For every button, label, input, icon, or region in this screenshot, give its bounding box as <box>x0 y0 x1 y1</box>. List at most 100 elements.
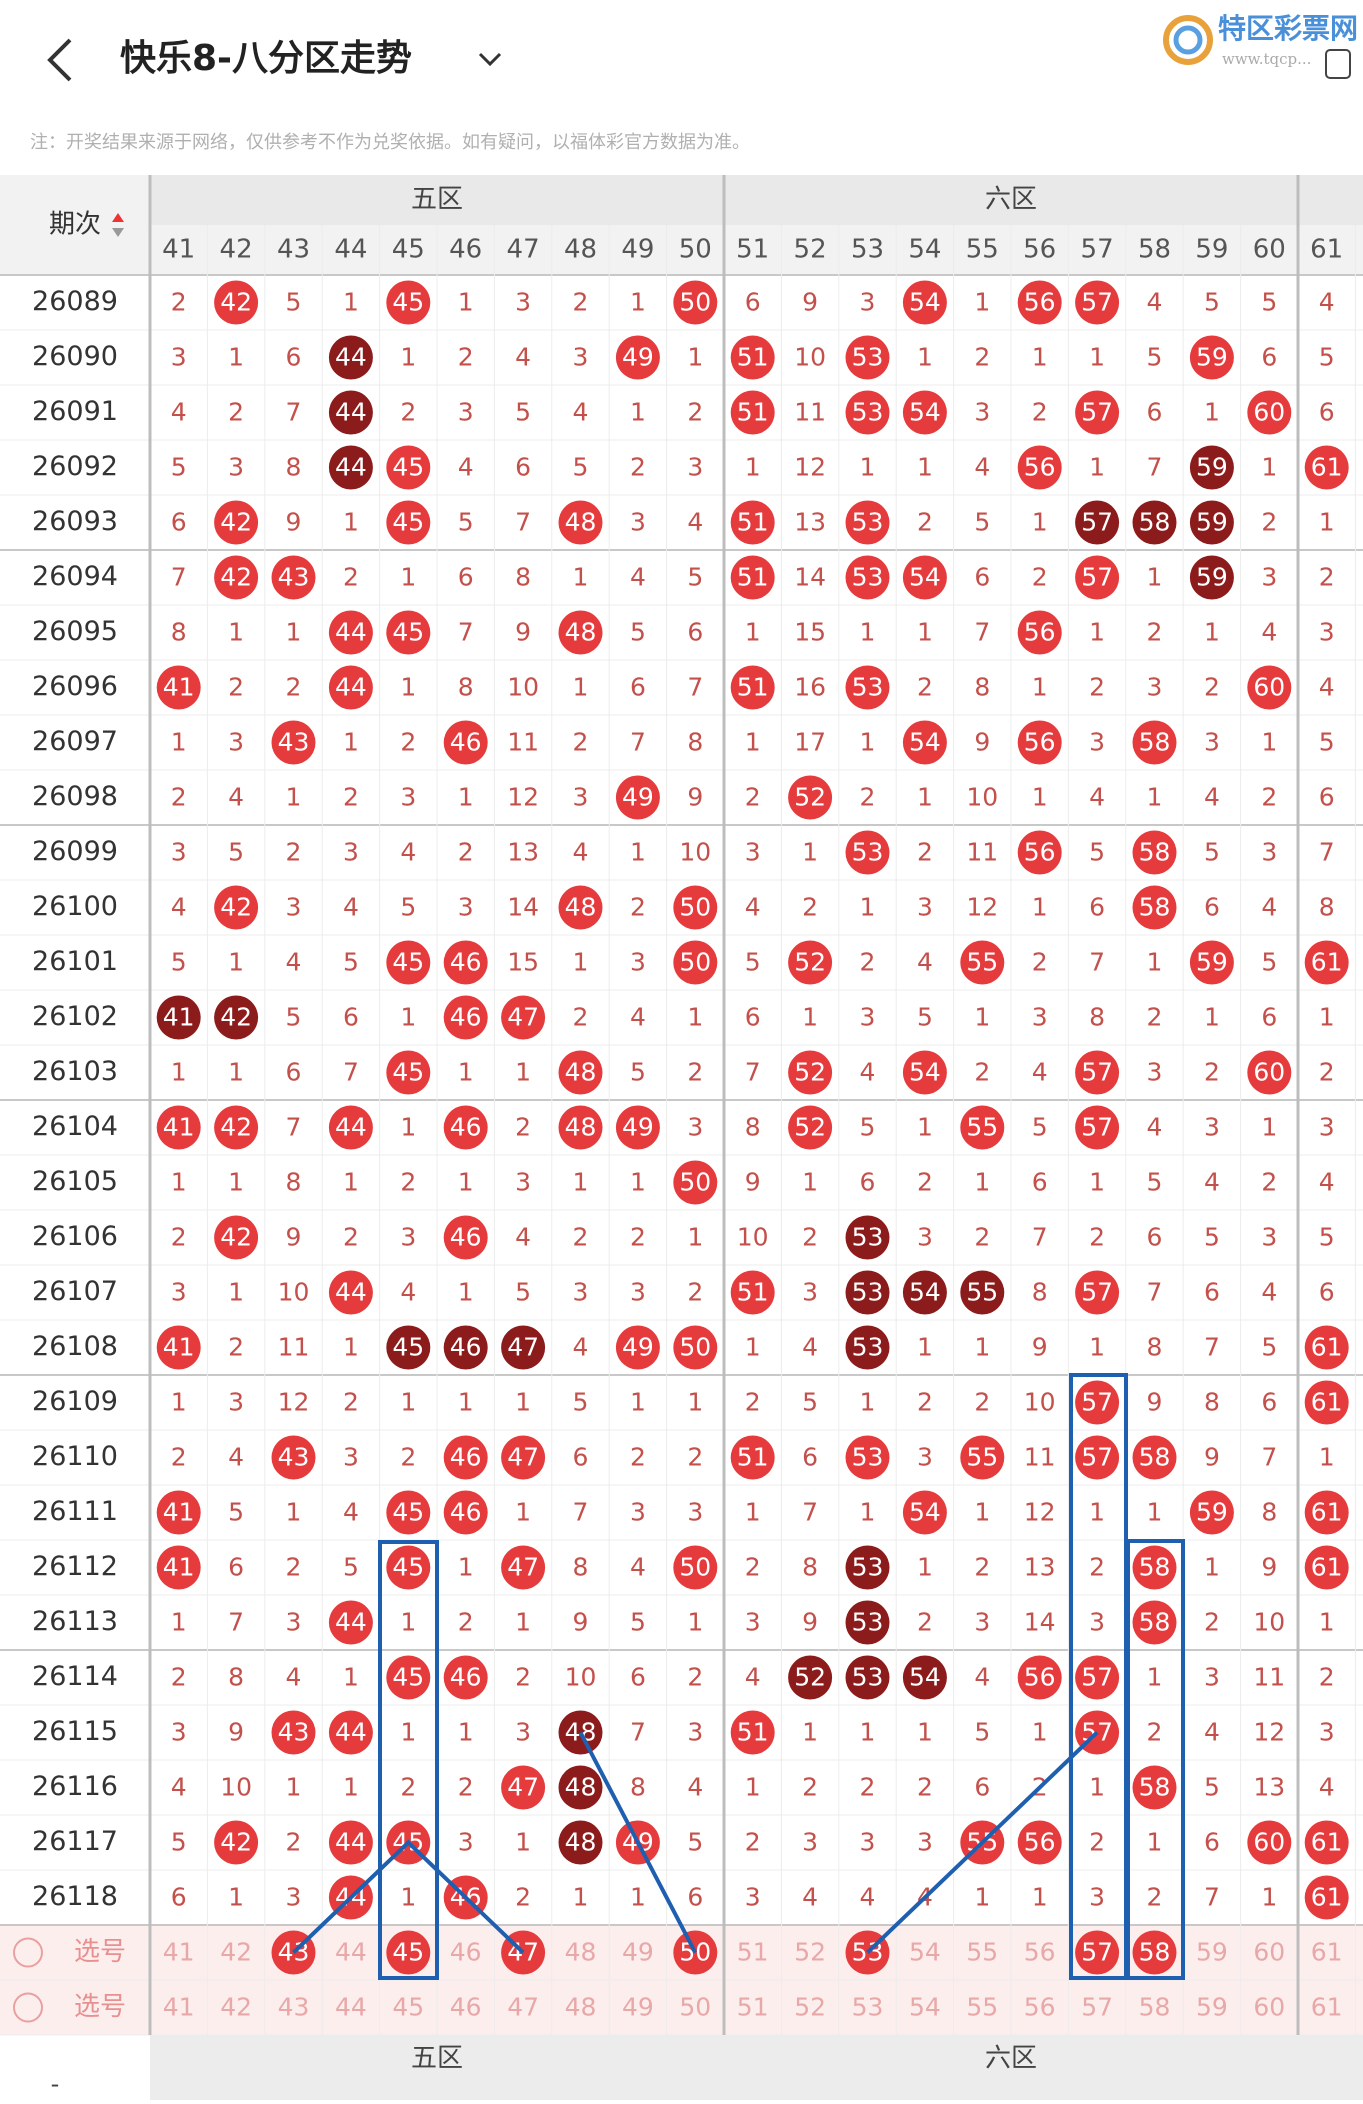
cell-value: 1 <box>573 563 589 592</box>
cell-value: 2 <box>1204 673 1220 702</box>
cell-value: 3 <box>687 453 703 482</box>
cell-value: 1 <box>917 1113 933 1142</box>
cell-value: 61 <box>1311 453 1343 482</box>
cell-value: 1 <box>171 1388 187 1417</box>
select-number[interactable]: 57 <box>1081 1938 1113 1967</box>
cell-value: 1 <box>400 1388 416 1417</box>
cell-value: 5 <box>1204 838 1220 867</box>
cell-value: 4 <box>860 1883 876 1912</box>
ball <box>788 1050 833 1095</box>
cell-value: 7 <box>630 728 646 757</box>
back-button[interactable] <box>47 38 72 82</box>
cell-value: 53 <box>852 838 884 867</box>
cell-value: 2 <box>573 1003 589 1032</box>
period: 26089 <box>32 286 118 317</box>
cell-value: 57 <box>1081 563 1113 592</box>
cell-value: 1 <box>515 1498 531 1527</box>
ball <box>1017 280 1062 325</box>
cell-value: 2 <box>974 343 990 372</box>
cell-value: 6 <box>687 618 703 647</box>
cell-value: 10 <box>565 1663 597 1692</box>
cell-value: 47 <box>507 1773 539 1802</box>
ball <box>328 1820 373 1865</box>
cell-value: 2 <box>745 1828 761 1857</box>
cell-value: 4 <box>974 1663 990 1692</box>
cell-value: 53 <box>852 563 884 592</box>
cell-value: 14 <box>1024 1608 1056 1637</box>
cell-value: 42 <box>220 288 252 317</box>
cell-value: 59 <box>1196 1498 1228 1527</box>
cell-value: 48 <box>565 1773 597 1802</box>
ball <box>328 610 373 655</box>
select-number[interactable]: 45 <box>392 1938 424 1967</box>
cell-value: 4 <box>1319 288 1335 317</box>
cell-value: 3 <box>687 1498 703 1527</box>
cell-value: 1 <box>745 1333 761 1362</box>
cell-value: 1 <box>860 453 876 482</box>
cell-value: 5 <box>630 618 646 647</box>
cell-value: 4 <box>1147 288 1163 317</box>
cell-value: 1 <box>860 618 876 647</box>
cell-value: 2 <box>515 1113 531 1142</box>
cell-value: 46 <box>450 1498 482 1527</box>
cell-value: 3 <box>687 1718 703 1747</box>
cell-value: 58 <box>1139 838 1171 867</box>
select-number: 46 <box>450 1938 482 1967</box>
ball <box>156 995 201 1040</box>
cell-value: 3 <box>917 893 933 922</box>
cell-value: 60 <box>1253 673 1285 702</box>
cell-value: 1 <box>458 1278 474 1307</box>
cell-value: 1 <box>1147 948 1163 977</box>
select-number: 49 <box>622 1993 654 2022</box>
period: 26094 <box>32 561 118 592</box>
column-number: 59 <box>1195 235 1228 265</box>
cell-value: 5 <box>573 1388 589 1417</box>
cell-value: 1 <box>515 1388 531 1417</box>
period: 26104 <box>32 1111 118 1142</box>
period: 26096 <box>32 671 118 702</box>
cell-value: 2 <box>458 1773 474 1802</box>
cell-value: 2 <box>687 1278 703 1307</box>
cell-value: 48 <box>565 1828 597 1857</box>
ball <box>615 1105 660 1150</box>
cell-value: 1 <box>1261 1113 1277 1142</box>
select-number[interactable]: 58 <box>1139 1938 1171 1967</box>
ball <box>845 555 890 600</box>
cell-value: 61 <box>1311 948 1343 977</box>
cell-value: 42 <box>220 1003 252 1032</box>
cell-value: 4 <box>1319 673 1335 702</box>
cell-value: 2 <box>1204 1608 1220 1637</box>
column-number: 55 <box>966 235 999 265</box>
column-number: 56 <box>1023 235 1056 265</box>
ball <box>271 720 316 765</box>
cell-value: 12 <box>1253 1718 1285 1747</box>
cell-value: 2 <box>343 783 359 812</box>
cell-value: 3 <box>630 948 646 977</box>
cell-value: 2 <box>974 1553 990 1582</box>
screen-icon[interactable] <box>1325 49 1351 79</box>
ball <box>845 1270 890 1315</box>
dropdown[interactable] <box>478 52 502 67</box>
cell-value: 1 <box>1261 728 1277 757</box>
cell-value: 7 <box>286 1113 302 1142</box>
annotation-box <box>378 1540 439 1980</box>
cell-value: 7 <box>343 1058 359 1087</box>
cell-value: 3 <box>286 1883 302 1912</box>
cell-value: 4 <box>1319 1168 1335 1197</box>
cell-value: 49 <box>622 1113 654 1142</box>
cell-value: 9 <box>802 288 818 317</box>
cell-value: 2 <box>400 1168 416 1197</box>
cell-value: 2 <box>286 1553 302 1582</box>
cell-value: 43 <box>278 728 310 757</box>
cell-value: 6 <box>630 673 646 702</box>
ball <box>788 775 833 820</box>
cell-value: 6 <box>1204 1828 1220 1857</box>
cell-value: 8 <box>687 728 703 757</box>
cell-value: 1 <box>458 1058 474 1087</box>
period: 26115 <box>32 1716 118 1747</box>
cell-value: 1 <box>687 343 703 372</box>
cell-value: 13 <box>507 838 539 867</box>
ball <box>214 1105 259 1150</box>
